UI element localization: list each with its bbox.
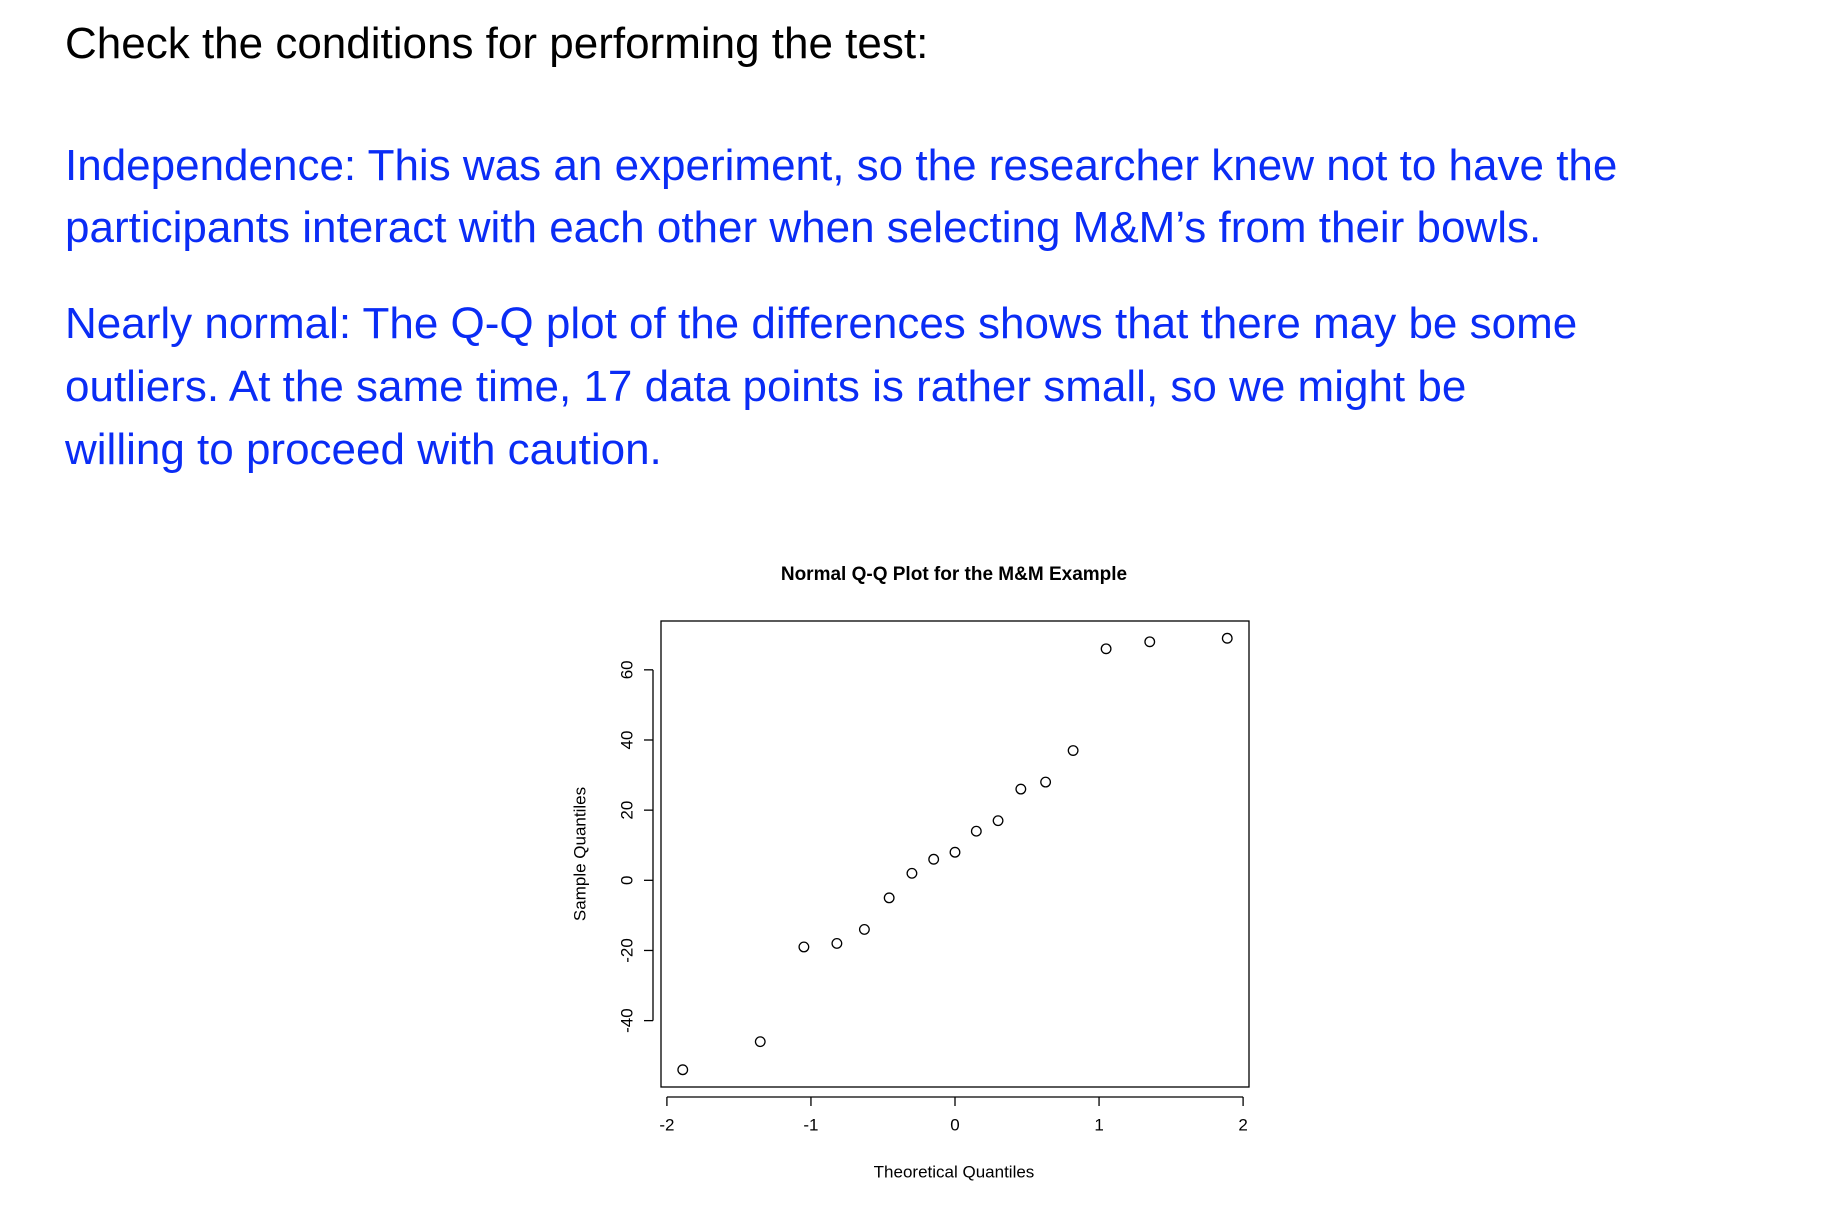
x-tick-label: 0 (950, 1115, 959, 1134)
paragraph-line: willing to proceed with caution. (65, 425, 662, 474)
heading: Check the conditions for performing the … (65, 19, 929, 68)
point (1221, 632, 1233, 644)
y-tick-label: -20 (617, 938, 636, 963)
x-axis-label: Theoretical Quantiles (874, 1162, 1035, 1181)
y-tick-label: 40 (617, 731, 636, 750)
point (970, 825, 982, 837)
point (928, 853, 940, 865)
x-tick-label: 1 (1094, 1115, 1103, 1134)
x-tick-label: -2 (659, 1115, 674, 1134)
y-tick-label: 20 (617, 801, 636, 820)
point (1100, 643, 1112, 655)
y-tick-label: 0 (617, 876, 636, 885)
x-tick-label: 2 (1238, 1115, 1247, 1134)
y-tick-label: 60 (617, 660, 636, 679)
paragraph-line: Independence: This was an experiment, so… (65, 141, 1618, 190)
point (831, 938, 843, 949)
point (949, 846, 961, 858)
point (1015, 783, 1027, 795)
point (992, 815, 1004, 827)
x-tick-label: -1 (803, 1115, 818, 1134)
point (677, 1064, 689, 1076)
point (906, 867, 918, 879)
paragraph-line: Nearly normal: The Q-Q plot of the diffe… (65, 299, 1578, 348)
point (754, 1036, 766, 1048)
paragraph-line: participants interact with each other wh… (65, 203, 1542, 252)
point (858, 923, 870, 935)
point (883, 892, 895, 904)
y-tick-label: -40 (617, 1008, 636, 1033)
chart-title: Normal Q-Q Plot for the M&M Example (781, 564, 1127, 585)
point (1040, 776, 1052, 788)
point (798, 941, 810, 953)
point (1067, 745, 1079, 756)
paragraph-line: outliers. At the same time, 17 data poin… (65, 362, 1467, 411)
point (1144, 636, 1156, 648)
plot-box (660, 620, 1250, 1088)
y-axis-label: Sample Quantiles (570, 787, 589, 921)
